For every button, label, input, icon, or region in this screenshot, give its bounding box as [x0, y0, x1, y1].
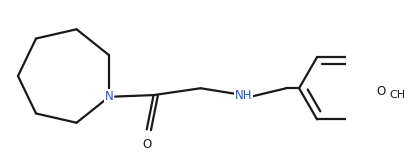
Text: NH: NH — [235, 89, 252, 102]
Text: O: O — [377, 85, 386, 98]
Text: O: O — [142, 138, 152, 151]
Text: N: N — [105, 90, 114, 103]
Text: CH₃: CH₃ — [390, 90, 404, 100]
